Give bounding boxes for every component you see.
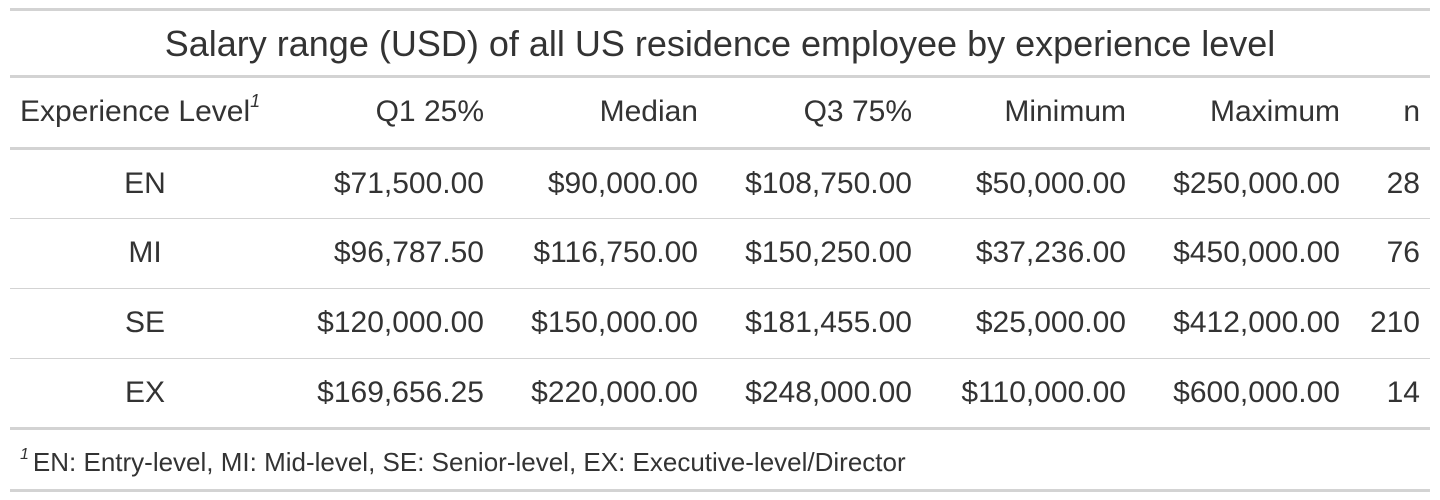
header-n: n	[1350, 78, 1430, 150]
table-row: MI $96,787.50 $116,750.00 $150,250.00 $3…	[10, 218, 1430, 289]
header-minimum: Minimum	[922, 78, 1136, 150]
cell-level: EN	[10, 148, 280, 219]
cell-maximum: $600,000.00	[1136, 358, 1350, 430]
cell-n: 210	[1350, 288, 1430, 359]
cell-maximum: $250,000.00	[1136, 148, 1350, 219]
cell-n: 14	[1350, 358, 1430, 430]
footnote-text: EN: Entry-level, MI: Mid-level, SE: Seni…	[32, 446, 906, 477]
cell-maximum: $412,000.00	[1136, 288, 1350, 359]
cell-q1: $120,000.00	[280, 288, 494, 359]
cell-level: EX	[10, 358, 280, 430]
cell-n: 28	[1350, 148, 1430, 219]
footnote-marker: 1	[250, 91, 261, 112]
header-q3: Q3 75%	[708, 78, 922, 150]
cell-maximum: $450,000.00	[1136, 218, 1350, 289]
cell-median: $220,000.00	[494, 358, 708, 430]
cell-n: 76	[1350, 218, 1430, 289]
table-row: EX $169,656.25 $220,000.00 $248,000.00 $…	[10, 358, 1430, 430]
cell-q3: $248,000.00	[708, 358, 922, 430]
cell-minimum: $50,000.00	[922, 148, 1136, 219]
header-q1: Q1 25%	[280, 78, 494, 150]
cell-median: $90,000.00	[494, 148, 708, 219]
cell-q3: $150,250.00	[708, 218, 922, 289]
header-experience-level: Experience Level1	[10, 78, 280, 150]
salary-table-container: Salary range (USD) of all US residence e…	[10, 8, 1430, 492]
header-maximum: Maximum	[1136, 78, 1350, 150]
table-row: SE $120,000.00 $150,000.00 $181,455.00 $…	[10, 288, 1430, 359]
cell-level: SE	[10, 288, 280, 359]
table-title: Salary range (USD) of all US residence e…	[10, 11, 1430, 78]
cell-minimum: $37,236.00	[922, 218, 1136, 289]
cell-level: MI	[10, 218, 280, 289]
table-footnote: 1 EN: Entry-level, MI: Mid-level, SE: Sen…	[10, 430, 1430, 494]
footnote-marker: 1	[20, 445, 29, 463]
cell-minimum: $25,000.00	[922, 288, 1136, 359]
cell-minimum: $110,000.00	[922, 358, 1136, 430]
table-row: EN $71,500.00 $90,000.00 $108,750.00 $50…	[10, 148, 1430, 219]
cell-q1: $169,656.25	[280, 358, 494, 430]
cell-q3: $108,750.00	[708, 148, 922, 219]
cell-q1: $96,787.50	[280, 218, 494, 289]
cell-median: $116,750.00	[494, 218, 708, 289]
header-experience-level-label: Experience Level	[20, 95, 251, 129]
salary-table: Experience Level1 Q1 25% Median Q3 75% M…	[10, 78, 1430, 430]
cell-q3: $181,455.00	[708, 288, 922, 359]
header-row: Experience Level1 Q1 25% Median Q3 75% M…	[10, 78, 1430, 150]
cell-median: $150,000.00	[494, 288, 708, 359]
header-median: Median	[494, 78, 708, 150]
cell-q1: $71,500.00	[280, 148, 494, 219]
